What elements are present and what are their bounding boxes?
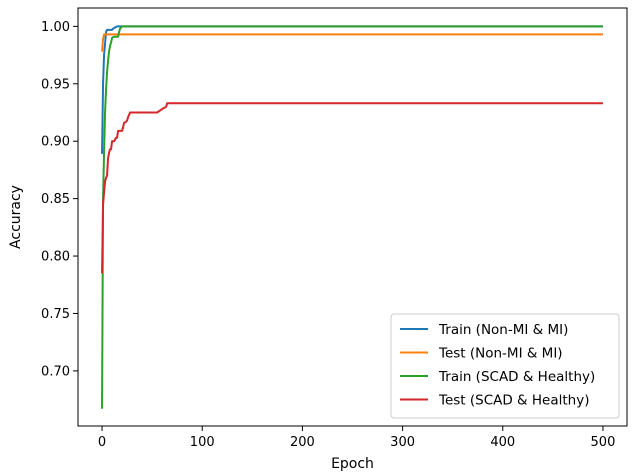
- x-tick-label: 400: [490, 435, 515, 450]
- x-tick-label: 300: [390, 435, 415, 450]
- x-axis-label: Epoch: [331, 456, 374, 472]
- legend-box: [390, 313, 620, 419]
- x-axis: 0 100 200 300 400 500: [98, 426, 615, 450]
- x-tick-label: 500: [591, 435, 616, 450]
- y-tick-label: 0.75: [41, 307, 70, 322]
- y-tick-label: 0.90: [41, 135, 70, 150]
- y-axis-label: Accuracy: [8, 185, 24, 249]
- x-tick-label: 100: [190, 435, 215, 450]
- x-tick-label: 200: [290, 435, 315, 450]
- series-line-4: [101, 102, 603, 274]
- legend-label-1: Train (Non-MI & MI): [438, 322, 568, 338]
- series-line-2: [101, 33, 603, 52]
- plot-frame: [77, 7, 628, 427]
- legend: Train (Non-MI & MI) Test (Non-MI & MI) Tra…: [390, 313, 620, 419]
- y-tick-label: 0.80: [41, 250, 70, 265]
- legend-label-2: Test (Non-MI & MI): [438, 346, 563, 362]
- legend-label-4: Test (SCAD & Healthy): [438, 393, 589, 409]
- series-layer: [101, 25, 603, 409]
- y-tick-label: 0.95: [41, 77, 70, 92]
- y-tick-label: 0.70: [41, 364, 70, 379]
- y-tick-label: 0.85: [41, 192, 70, 207]
- x-tick-label: 0: [98, 435, 106, 450]
- y-tick-label: 1.00: [41, 20, 70, 35]
- y-axis: 0.70 0.75 0.80 0.85 0.90 0.95 1.00: [41, 20, 78, 379]
- series-line-3: [101, 25, 603, 409]
- legend-label-3: Train (SCAD & Healthy): [438, 369, 595, 385]
